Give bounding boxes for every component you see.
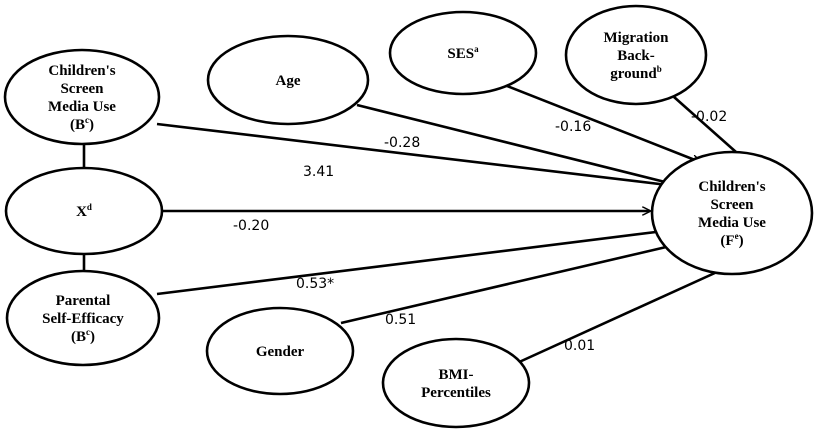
coefficient-label-gender: 0.51 xyxy=(385,312,416,328)
path-arrow-bmi xyxy=(516,262,739,365)
coefficient-label-screen-b: 3.41 xyxy=(303,164,334,180)
node-label-age-line-1: Age xyxy=(276,73,301,89)
path-arrow-gender xyxy=(340,244,679,325)
node-ellipse-bmi xyxy=(381,337,531,429)
node-migration: Migration Back-groundb xyxy=(564,4,708,106)
node-label-screen-b-line-4: (Bc) xyxy=(70,115,94,133)
node-ellipse-x xyxy=(4,166,164,256)
path-arrow-pse xyxy=(156,231,664,296)
node-label-screen-f-line-1: Children's xyxy=(698,179,765,195)
coefficient-label-ses: -0.16 xyxy=(555,119,591,135)
node-ellipse-pse xyxy=(5,269,161,367)
path-arrow-screen-b xyxy=(156,122,676,186)
node-label-pse-line-3: (Bc) xyxy=(71,327,95,345)
node-x: Xd xyxy=(4,166,164,256)
coefficient-label-age: -0.28 xyxy=(384,135,420,151)
node-ellipse-gender xyxy=(205,306,355,396)
node-label-screen-f-line-3: Media Use xyxy=(698,215,766,231)
node-screen-b: Children's Screen Media Use(Bc) xyxy=(3,48,161,146)
node-label-migration-line-2: Back- xyxy=(617,48,655,64)
coefficient-label-migration: -0.02 xyxy=(691,109,727,125)
node-label-screen-f-line-2: Screen xyxy=(710,197,754,213)
coefficient-label-bmi: 0.01 xyxy=(564,338,595,354)
node-ellipse-age xyxy=(206,34,370,126)
node-label-x-line-1: Xd xyxy=(76,202,92,220)
path-arrow-ses xyxy=(501,82,700,162)
node-pse: Parental Self-Efficacy(Bc) xyxy=(5,269,161,367)
node-label-migration-line-3: groundb xyxy=(610,64,661,82)
node-label-screen-b-line-1: Children's xyxy=(48,63,115,79)
node-ellipse-screen-b xyxy=(3,48,161,146)
node-label-ses-line-1: SESa xyxy=(447,44,479,62)
coefficient-label-pse: 0.53* xyxy=(296,276,334,292)
node-label-pse-line-1: Parental xyxy=(56,293,111,309)
node-ses: SESa xyxy=(388,10,538,96)
node-gender: Gender xyxy=(205,306,355,396)
node-label-gender-line-1: Gender xyxy=(256,344,305,360)
node-label-pse-line-2: Self-Efficacy xyxy=(42,311,124,327)
path-arrow-migration xyxy=(673,96,745,160)
links-layer xyxy=(82,82,745,365)
node-ellipse-screen-f xyxy=(650,150,814,276)
node-label-bmi-line-1: BMI- xyxy=(439,367,474,383)
node-label-screen-b-line-2: Screen xyxy=(60,81,104,97)
coefficient-label-x: -0.20 xyxy=(233,218,269,234)
node-label-migration-line-1: Migration xyxy=(604,30,670,46)
node-ellipse-ses xyxy=(388,10,538,96)
node-ellipse-migration xyxy=(564,4,708,106)
node-bmi: BMI- Percentiles xyxy=(381,337,531,429)
node-label-screen-b-line-3: Media Use xyxy=(48,99,116,115)
node-age: Age xyxy=(206,34,370,126)
path-arrow-age xyxy=(356,103,673,184)
node-label-bmi-line-2: Percentiles xyxy=(421,385,491,401)
coefficient-labels-layer: 3.41 -0.20 0.53* -0.28 -0.16 -0.02 0.51 0.01 xyxy=(233,109,727,354)
node-label-screen-f-line-4: (Fe) xyxy=(720,231,743,249)
node-screen-f: Children's Screen Media Use(Fe) xyxy=(650,150,814,276)
